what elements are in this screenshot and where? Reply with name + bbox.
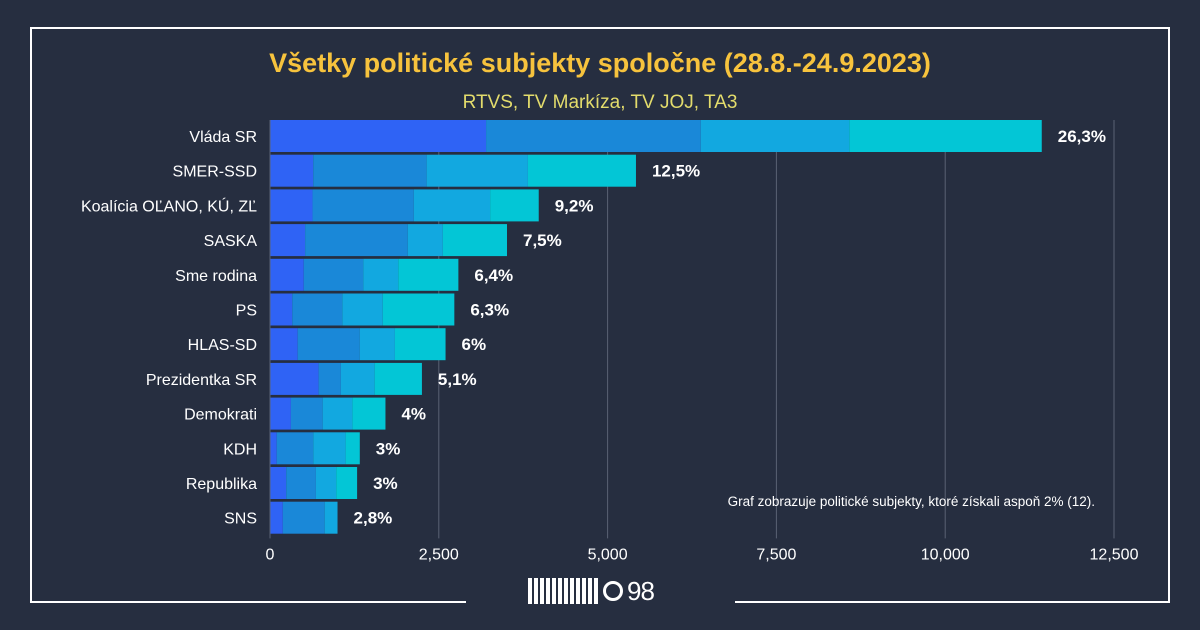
memo98-logo: 98: [528, 575, 655, 606]
bar-segment: [336, 467, 358, 499]
chart-note: Graf zobrazuje politické subjekty, ktoré…: [727, 494, 1095, 509]
bar-segment: [270, 293, 293, 326]
bar-segment: [270, 154, 314, 187]
bar-segment: [270, 362, 319, 395]
bar-segment: [297, 328, 360, 361]
bar-segment: [315, 467, 337, 499]
bar-segment: [340, 362, 375, 395]
category-label: Prezidentka SR: [146, 372, 257, 389]
bar-segment: [270, 467, 287, 499]
data-label: 6,3%: [470, 301, 509, 320]
bar-segment: [374, 362, 422, 395]
data-label: 7,5%: [523, 231, 562, 250]
x-tick-label: 0: [266, 546, 275, 563]
bar-segment: [413, 189, 491, 222]
bar-segment: [382, 293, 455, 326]
bar-segment: [270, 258, 304, 291]
category-label: SNS: [224, 511, 257, 528]
bar-segment: [849, 120, 1042, 152]
logo-o-icon: [603, 581, 623, 601]
bar-segment: [305, 224, 408, 257]
bar-segment: [700, 120, 850, 152]
bar-segment: [352, 397, 386, 430]
bar-segment: [270, 397, 291, 430]
bar-segment: [270, 501, 283, 534]
bar-segment: [322, 397, 353, 430]
category-label: PS: [236, 303, 257, 320]
bar-segment: [359, 328, 395, 361]
bar-segment: [270, 328, 298, 361]
category-label: Demokrati: [184, 407, 257, 424]
logo-text: 98: [627, 575, 655, 606]
bar-segment: [290, 397, 323, 430]
data-label: 6,4%: [474, 266, 513, 285]
x-tick-label: 10,000: [921, 546, 970, 563]
frame-left: [30, 27, 32, 603]
category-label: SMER-SSD: [173, 164, 257, 181]
bar-segment: [312, 189, 414, 222]
bar-segment: [324, 501, 338, 534]
bar-segment: [276, 432, 314, 465]
bar-segment: [486, 120, 701, 152]
bar-segment: [303, 258, 364, 291]
x-tick-label: 2,500: [419, 546, 459, 563]
bar-segment: [426, 154, 528, 187]
category-label: Koalícia OĽANO, KÚ, ZĽ: [81, 196, 257, 215]
category-label: HLAS-SD: [188, 337, 257, 354]
data-label: 12,5%: [652, 162, 700, 181]
data-label: 3%: [376, 439, 401, 458]
data-label: 4%: [401, 405, 426, 424]
frame-right: [1168, 27, 1170, 603]
frame-top: [30, 27, 1170, 29]
bar-segment: [270, 120, 487, 152]
category-label: Sme rodina: [175, 268, 257, 285]
bar-segment: [270, 189, 313, 222]
bar-segment: [342, 293, 383, 326]
bar-segment: [490, 189, 539, 222]
data-label: 3%: [373, 474, 398, 493]
bar-segment: [318, 362, 341, 395]
bar-segment: [442, 224, 507, 257]
bar-segment: [407, 224, 443, 257]
chart-title: Všetky politické subjekty spoločne (28.8…: [269, 48, 931, 78]
x-tick-label: 5,000: [588, 546, 628, 563]
data-label: 5,1%: [438, 370, 477, 389]
bar-segment: [292, 293, 343, 326]
bar-segment: [270, 432, 277, 465]
bar-segment: [286, 467, 316, 499]
category-label: KDH: [223, 441, 257, 458]
data-label: 2,8%: [354, 509, 393, 528]
bar-segment: [363, 258, 399, 291]
bar-segment: [313, 154, 427, 187]
logo-m2-icon: [576, 578, 598, 604]
bar-segment: [398, 258, 459, 291]
category-label: Vláda SR: [189, 129, 257, 146]
data-label: 26,3%: [1058, 127, 1106, 146]
data-label: 6%: [462, 335, 487, 354]
logo-m-icon: [528, 578, 550, 604]
x-tick-label: 7,500: [756, 546, 796, 563]
category-label: SASKA: [204, 233, 258, 250]
chart-subtitle: RTVS, TV Markíza, TV JOJ, TA3: [462, 92, 738, 113]
logo-e-icon: [552, 578, 574, 604]
data-label: 9,2%: [555, 196, 594, 215]
bar-segment: [282, 501, 325, 534]
bar-segment: [394, 328, 446, 361]
x-tick-label: 12,500: [1090, 546, 1139, 563]
bar-segment: [313, 432, 346, 465]
frame-bottom-right: [735, 601, 1170, 603]
bar-segment: [345, 432, 360, 465]
bar-segment: [527, 154, 636, 187]
frame-bottom-left: [30, 601, 466, 603]
category-label: Republika: [186, 476, 257, 493]
bar-segment: [270, 224, 306, 257]
